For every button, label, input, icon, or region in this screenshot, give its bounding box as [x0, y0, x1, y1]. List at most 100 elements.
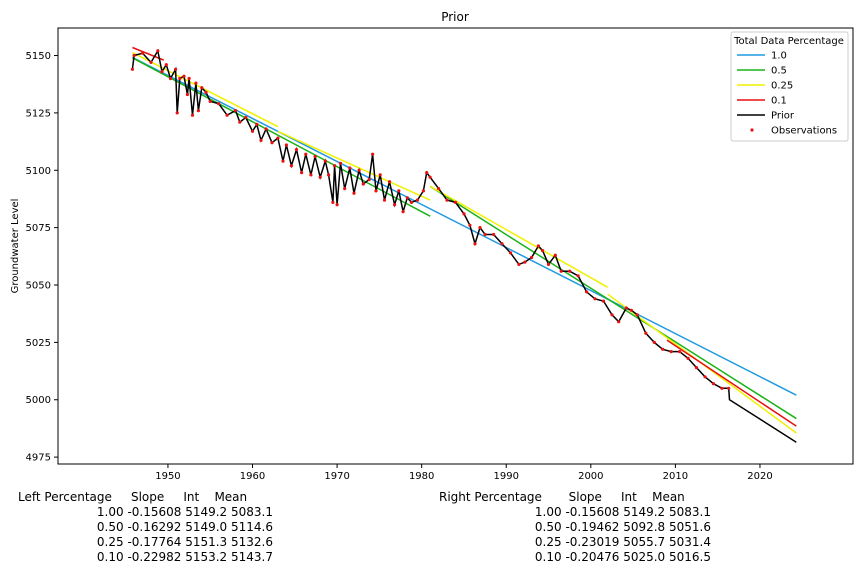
observation-point — [473, 242, 477, 246]
observation-point — [462, 212, 466, 216]
observation-point — [255, 122, 259, 126]
observation-point — [652, 340, 656, 344]
observation-point — [382, 198, 387, 202]
observation-point — [185, 92, 189, 97]
observation-point — [617, 320, 621, 324]
observation-point — [669, 350, 673, 354]
observation-point — [164, 63, 168, 67]
observation-point — [190, 113, 195, 117]
x-tick-label: 1960 — [240, 471, 265, 482]
observation-point — [541, 249, 545, 253]
left-table-row: 0.25 -0.17764 5151.3 5132.6 — [96, 535, 273, 549]
observation-point — [217, 102, 221, 106]
x-tick-label: 2010 — [663, 471, 688, 482]
x-tick-label: 2000 — [578, 471, 603, 482]
observation-point — [401, 210, 405, 214]
observation-point — [393, 203, 397, 207]
observation-point — [517, 262, 521, 266]
right-table-row: 1.00 -0.15608 5149.2 5083.1 — [534, 505, 711, 519]
y-tick-label: 5050 — [26, 281, 51, 292]
observation-point — [727, 386, 731, 390]
observation-point — [478, 226, 482, 230]
observation-point — [559, 269, 563, 273]
y-axis-label: Groundwater Level — [10, 199, 21, 294]
observation-point — [132, 53, 136, 58]
observation-point — [445, 198, 449, 202]
x-tick-label: 1990 — [494, 471, 519, 482]
y-tick-label: 5150 — [26, 51, 51, 62]
y-tick-label: 4975 — [26, 453, 51, 464]
observation-point — [720, 386, 724, 390]
observation-point — [294, 148, 299, 152]
observation-point — [238, 120, 242, 124]
legend-box — [730, 31, 849, 142]
observation-point — [333, 164, 337, 168]
observation-point — [530, 255, 534, 260]
left-table-header: Left Percentage Slope Int Mean — [18, 490, 248, 504]
observation-point — [387, 180, 392, 184]
observation-point — [156, 49, 160, 53]
observation-point — [331, 200, 335, 204]
observation-point — [468, 223, 472, 227]
trend-line-0-1 — [666, 339, 797, 427]
observation-point — [437, 187, 441, 191]
observation-point — [149, 60, 153, 64]
observation-point — [175, 111, 179, 115]
observation-point — [343, 187, 347, 191]
legend-label: Observations — [771, 126, 837, 137]
x-tick-label: 1950 — [155, 471, 180, 482]
trend-line-0-25 — [132, 51, 279, 128]
observation-point — [397, 189, 401, 193]
left-table-row: 1.00 -0.15608 5149.2 5083.1 — [96, 505, 273, 519]
observation-points — [130, 49, 731, 390]
observation-point — [130, 67, 134, 71]
observation-point — [234, 109, 238, 113]
chart-canvas: Prior 1950 1960 1970 1980 1990 2000 2010 2020 4… — [10, 10, 854, 482]
observation-point — [309, 173, 313, 177]
observation-point — [194, 81, 198, 85]
observation-point — [428, 175, 432, 179]
observation-point — [160, 70, 164, 74]
x-axis: 1950 1960 1970 1980 1990 2000 2010 2020 — [155, 464, 773, 482]
observation-point — [378, 173, 382, 177]
x-tick-label: 1970 — [324, 471, 349, 482]
observation-point — [508, 251, 513, 255]
x-tick-label: 2020 — [747, 471, 772, 482]
observation-point — [182, 74, 186, 78]
y-tick-label: 5075 — [26, 223, 51, 234]
observation-point — [694, 366, 699, 370]
observation-point — [371, 152, 375, 156]
left-table-row: 0.50 -0.16292 5149.0 5114.6 — [96, 520, 273, 534]
observation-point — [678, 350, 682, 354]
observation-point — [141, 51, 145, 55]
observation-point — [300, 171, 304, 175]
observation-point — [686, 356, 690, 360]
observation-point — [250, 129, 255, 133]
observation-point — [405, 196, 409, 200]
y-tick-label: 5100 — [26, 166, 51, 177]
legend-title: Total Data Percentage — [733, 36, 844, 47]
observation-point — [593, 297, 597, 301]
observation-point — [335, 203, 339, 207]
left-table-row: 0.10 -0.22982 5153.2 5143.7 — [96, 550, 273, 564]
observation-point — [644, 331, 648, 335]
observation-point — [348, 166, 352, 170]
legend-label: 0.1 — [771, 96, 787, 107]
legend-entries: 1.0 0.5 0.25 0.1 Prior Observations — [737, 51, 837, 137]
observation-point — [415, 198, 419, 202]
x-tick-label: 1980 — [409, 471, 434, 482]
trend-lines — [132, 46, 797, 434]
trend-line-0-5 — [132, 57, 431, 217]
legend-label: 1.0 — [771, 51, 787, 62]
chart-title: Prior — [441, 10, 469, 24]
observation-point — [425, 171, 429, 175]
legend-label: Prior — [771, 111, 795, 122]
observation-point — [374, 189, 378, 193]
observation-point — [453, 200, 458, 204]
observation-point — [174, 67, 178, 71]
observation-point — [367, 177, 371, 182]
legend-label: 0.25 — [771, 81, 793, 92]
observation-point — [568, 269, 572, 273]
y-axis: 4975 5000 5025 5050 5075 5100 5125 5150 — [26, 51, 58, 464]
observation-point — [208, 99, 212, 103]
